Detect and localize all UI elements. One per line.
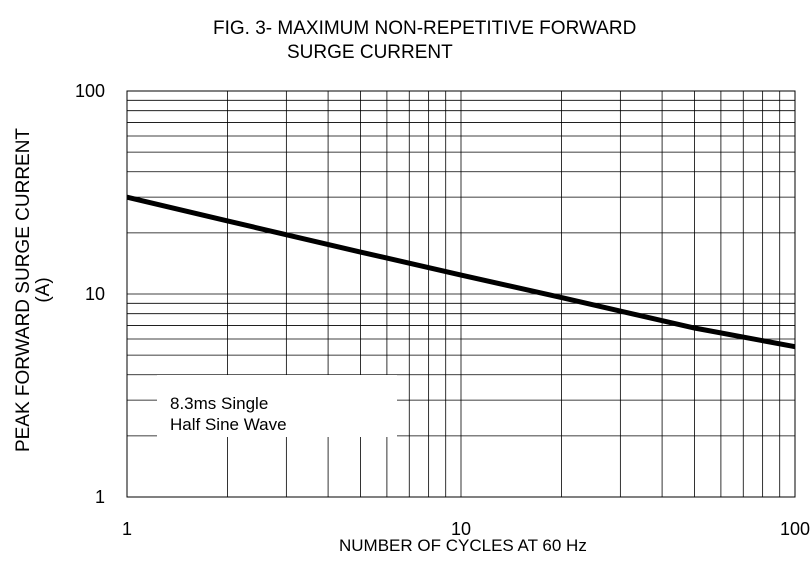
chart-title-line2: SURGE CURRENT [287,42,453,63]
x-tick-label: 100 [780,519,810,539]
annotation-line1: 8.3ms Single [170,394,269,413]
y-tick-label: 100 [75,81,105,101]
annotation-box: 8.3ms Single Half Sine Wave [157,375,397,437]
x-tick-label: 10 [451,519,471,539]
series-line-0 [126,194,796,350]
y-tick-label: 10 [85,284,105,304]
tick-labels: 1 10 100 1 10 100 [75,81,810,539]
x-axis-label-text: NUMBER OF CYCLES AT 60 Hz [339,536,587,555]
annotation-line2: Half Sine Wave [170,415,287,434]
series-group [126,194,796,350]
plot-frame [126,90,796,498]
y-tick-label: 1 [95,487,105,507]
chart-title-line1: FIG. 3- MAXIMUM NON-REPETITIVE FORWARD [213,18,637,39]
x-tick-label: 1 [122,519,132,539]
